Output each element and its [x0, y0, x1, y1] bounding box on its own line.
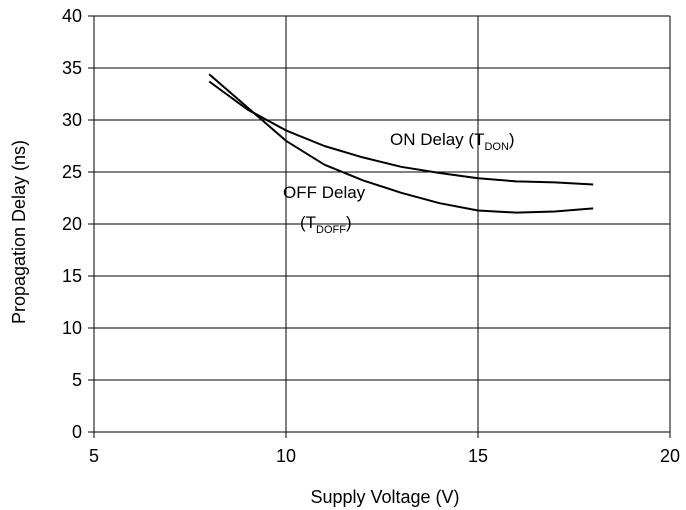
- y-tick-label: 10: [62, 318, 82, 338]
- y-tick-label: 35: [62, 58, 82, 78]
- on-delay-line: [208, 80, 594, 186]
- y-tick-label: 0: [72, 422, 82, 442]
- y-tick-label: 30: [62, 110, 82, 130]
- on-delay-label: ON Delay (TDON): [390, 130, 515, 153]
- y-tick-label: 5: [72, 370, 82, 390]
- off-delay-label: OFF Delay: [283, 183, 366, 202]
- x-tick-label: 15: [468, 446, 488, 466]
- off-delay-label-sub: DOFF: [316, 224, 346, 236]
- off-delay-label-close: ): [346, 213, 352, 232]
- on-delay-label-main: ON Delay (T: [390, 130, 484, 149]
- on-delay-label-sub: DON: [484, 141, 509, 153]
- y-axis-title: Propagation Delay (ns): [9, 140, 29, 324]
- x-tick-label: 5: [89, 446, 99, 466]
- axes: [88, 15, 671, 438]
- off-delay-line: [208, 73, 594, 214]
- y-tick-label: 40: [62, 6, 82, 26]
- on-delay-label-close: ): [509, 130, 515, 149]
- y-tick-label: 20: [62, 214, 82, 234]
- y-tick-label: 25: [62, 162, 82, 182]
- x-tick-label: 10: [276, 446, 296, 466]
- off-delay-label-paren: (TDOFF): [300, 213, 352, 236]
- series-lines: [208, 73, 594, 214]
- y-tick-label: 15: [62, 266, 82, 286]
- off-delay-label-paren-open: (T: [300, 213, 316, 232]
- x-axis-title: Supply Voltage (V): [310, 487, 459, 507]
- x-tick-label: 20: [660, 446, 680, 466]
- grid-lines: [94, 15, 671, 432]
